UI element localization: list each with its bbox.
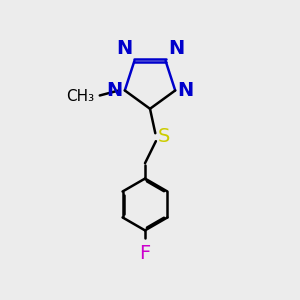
Text: CH₃: CH₃ — [66, 89, 94, 104]
Text: S: S — [158, 127, 170, 146]
Text: N: N — [178, 81, 194, 100]
Text: N: N — [116, 40, 132, 58]
Text: F: F — [140, 244, 151, 262]
Text: N: N — [106, 81, 122, 100]
Text: N: N — [168, 40, 184, 58]
